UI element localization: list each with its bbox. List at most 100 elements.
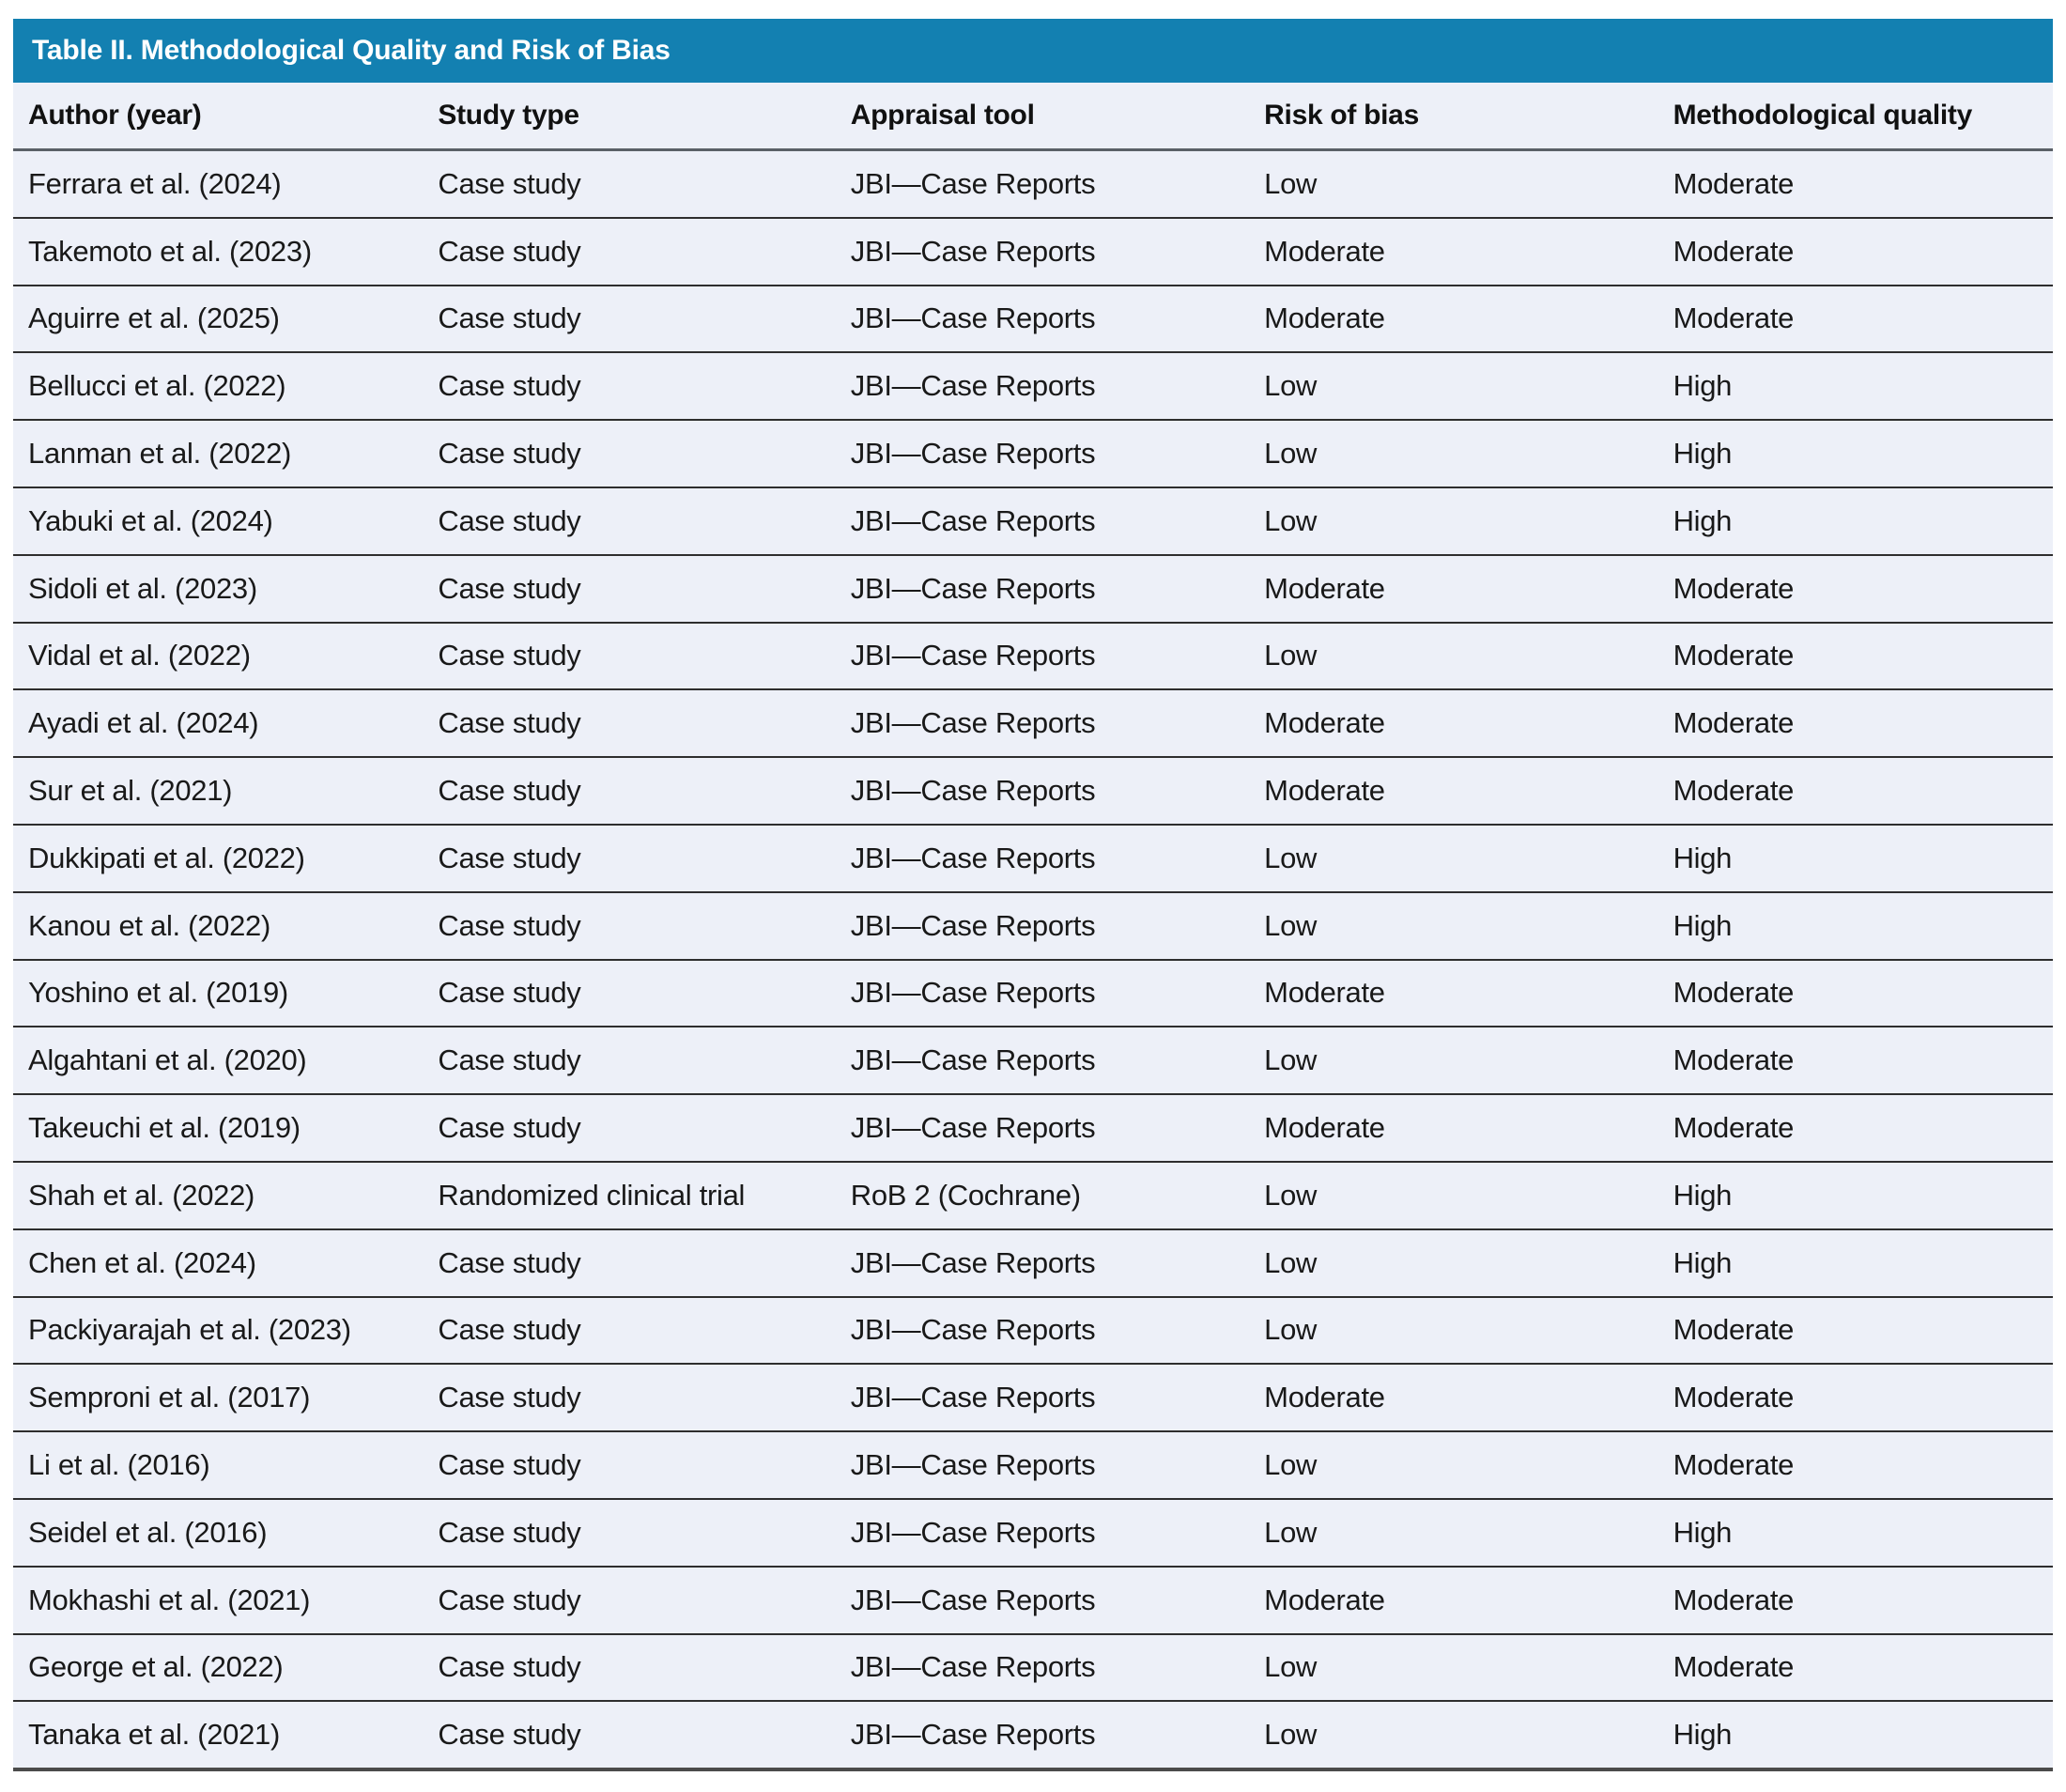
cell-risk-of-bias: Moderate <box>1264 1111 1385 1145</box>
cell-appraisal-tool: JBI—Case Reports <box>850 774 1096 808</box>
cell-risk-of-bias: Moderate <box>1264 774 1385 808</box>
cell-study-type: Case study <box>438 706 581 740</box>
methodological-quality-table: Table II. Methodological Quality and Ris… <box>13 19 2053 1772</box>
cell-author: Yabuki et al. (2024) <box>28 503 273 537</box>
cell-author: Seidel et al. (2016) <box>28 1515 268 1549</box>
cell-appraisal-tool: JBI—Case Reports <box>850 571 1096 605</box>
cell-author: Yoshino et al. (2019) <box>28 976 288 1010</box>
cell-author: Sur et al. (2021) <box>28 774 233 808</box>
cell-author: Algahtani et al. (2020) <box>28 1043 307 1077</box>
cell-study-type: Case study <box>438 166 581 200</box>
table-row: Ferrara et al. (2024) Case study JBI—Case … <box>13 151 2053 219</box>
table-title: Table II. Methodological Quality and Ris… <box>32 35 671 66</box>
cell-study-type: Case study <box>438 841 581 874</box>
cell-author: Ferrara et al. (2024) <box>28 166 282 200</box>
cell-risk-of-bias: Moderate <box>1264 571 1385 605</box>
cell-author: Lanman et al. (2022) <box>28 437 292 471</box>
cell-risk-of-bias: Low <box>1264 1448 1318 1482</box>
table-body: Ferrara et al. (2024) Case study JBI—Case … <box>13 151 2053 1769</box>
cell-methodological-quality: Moderate <box>1673 1111 1795 1145</box>
cell-appraisal-tool: JBI—Case Reports <box>850 301 1096 335</box>
cell-methodological-quality: High <box>1673 841 1733 874</box>
cell-study-type: Case study <box>438 1718 581 1752</box>
cell-appraisal-tool: JBI—Case Reports <box>850 1583 1096 1616</box>
cell-methodological-quality: Moderate <box>1673 1583 1795 1616</box>
cell-study-type: Case study <box>438 1313 581 1347</box>
cell-methodological-quality: Moderate <box>1673 166 1795 200</box>
cell-study-type: Case study <box>438 234 581 268</box>
cell-methodological-quality: High <box>1673 369 1733 403</box>
table-header-row: Author (year) Study type Appraisal tool … <box>13 83 2053 151</box>
cell-risk-of-bias: Low <box>1264 437 1318 471</box>
column-header-methodological-quality: Methodological quality <box>1673 100 1973 131</box>
cell-appraisal-tool: JBI—Case Reports <box>850 1718 1096 1752</box>
cell-risk-of-bias: Moderate <box>1264 301 1385 335</box>
cell-appraisal-tool: JBI—Case Reports <box>850 437 1096 471</box>
cell-study-type: Case study <box>438 1515 581 1549</box>
cell-author: Sidoli et al. (2023) <box>28 571 257 605</box>
cell-methodological-quality: High <box>1673 437 1733 471</box>
cell-appraisal-tool: JBI—Case Reports <box>850 1043 1096 1077</box>
table-row: Ayadi et al. (2024) Case study JBI—Case Re… <box>13 690 2053 759</box>
cell-author: Dukkipati et al. (2022) <box>28 841 305 874</box>
column-header-study-type: Study type <box>438 100 579 131</box>
table-row: Yabuki et al. (2024) Case study JBI—Case R… <box>13 487 2053 556</box>
cell-author: George et al. (2022) <box>28 1650 284 1684</box>
table-row: Shah et al. (2022) Randomized clinical tr… <box>13 1162 2053 1230</box>
table-row: Tanaka et al. (2021) Case study JBI—Case R… <box>13 1702 2053 1769</box>
cell-author: Packiyarajah et al. (2023) <box>28 1313 351 1347</box>
cell-appraisal-tool: JBI—Case Reports <box>850 503 1096 537</box>
table-row: Mokhashi et al. (2021) Case study JBI—Case… <box>13 1567 2053 1635</box>
cell-study-type: Case study <box>438 437 581 471</box>
cell-appraisal-tool: JBI—Case Reports <box>850 1448 1096 1482</box>
cell-methodological-quality: High <box>1673 1718 1733 1752</box>
table-row: Li et al. (2016) Case study JBI—Case Repor… <box>13 1432 2053 1500</box>
column-header-risk-of-bias: Risk of bias <box>1264 100 1419 131</box>
cell-study-type: Case study <box>438 1448 581 1482</box>
cell-methodological-quality: High <box>1673 1515 1733 1549</box>
cell-study-type: Case study <box>438 369 581 403</box>
table-row: Yoshino et al. (2019) Case study JBI—Case … <box>13 960 2053 1028</box>
table-row: Chen et al. (2024) Case study JBI—Case Rep… <box>13 1229 2053 1298</box>
cell-risk-of-bias: Low <box>1264 1718 1318 1752</box>
table-row: George et al. (2022) Case study JBI—Case R… <box>13 1634 2053 1703</box>
cell-author: Li et al. (2016) <box>28 1448 210 1482</box>
column-header-appraisal-tool: Appraisal tool <box>850 100 1035 131</box>
cell-appraisal-tool: JBI—Case Reports <box>850 1381 1096 1414</box>
cell-methodological-quality: Moderate <box>1673 1381 1795 1414</box>
cell-author: Semproni et al. (2017) <box>28 1381 311 1414</box>
table-row: Semproni et al. (2017) Case study JBI—Case… <box>13 1365 2053 1433</box>
cell-appraisal-tool: JBI—Case Reports <box>850 908 1096 942</box>
table-row: Sidoli et al. (2023) Case study JBI—Case R… <box>13 555 2053 624</box>
cell-methodological-quality: High <box>1673 1245 1733 1279</box>
cell-methodological-quality: Moderate <box>1673 1448 1795 1482</box>
cell-methodological-quality: Moderate <box>1673 1313 1795 1347</box>
cell-risk-of-bias: Moderate <box>1264 706 1385 740</box>
cell-risk-of-bias: Low <box>1264 841 1318 874</box>
cell-study-type: Case study <box>438 976 581 1010</box>
table-row: Takeuchi et al. (2019) Case study JBI—Case… <box>13 1095 2053 1163</box>
cell-methodological-quality: Moderate <box>1673 301 1795 335</box>
table-row: Algahtani et al. (2020) Case study JBI—Cas… <box>13 1027 2053 1096</box>
cell-appraisal-tool: RoB 2 (Cochrane) <box>850 1178 1081 1212</box>
cell-risk-of-bias: Low <box>1264 1313 1318 1347</box>
cell-study-type: Case study <box>438 1650 581 1684</box>
cell-author: Tanaka et al. (2021) <box>28 1718 281 1752</box>
table-row: Aguirre et al. (2025) Case study JBI—Case … <box>13 286 2053 354</box>
cell-author: Vidal et al. (2022) <box>28 639 251 672</box>
cell-methodological-quality: Moderate <box>1673 639 1795 672</box>
cell-author: Kanou et al. (2022) <box>28 908 270 942</box>
cell-methodological-quality: Moderate <box>1673 706 1795 740</box>
cell-risk-of-bias: Low <box>1264 639 1318 672</box>
cell-study-type: Case study <box>438 1381 581 1414</box>
cell-study-type: Case study <box>438 639 581 672</box>
cell-risk-of-bias: Low <box>1264 908 1318 942</box>
cell-appraisal-tool: JBI—Case Reports <box>850 1650 1096 1684</box>
cell-appraisal-tool: JBI—Case Reports <box>850 1111 1096 1145</box>
cell-risk-of-bias: Low <box>1264 166 1318 200</box>
cell-appraisal-tool: JBI—Case Reports <box>850 976 1096 1010</box>
cell-risk-of-bias: Low <box>1264 1515 1318 1549</box>
table-row: Seidel et al. (2016) Case study JBI—Case R… <box>13 1499 2053 1568</box>
cell-methodological-quality: Moderate <box>1673 774 1795 808</box>
cell-methodological-quality: High <box>1673 1178 1733 1212</box>
